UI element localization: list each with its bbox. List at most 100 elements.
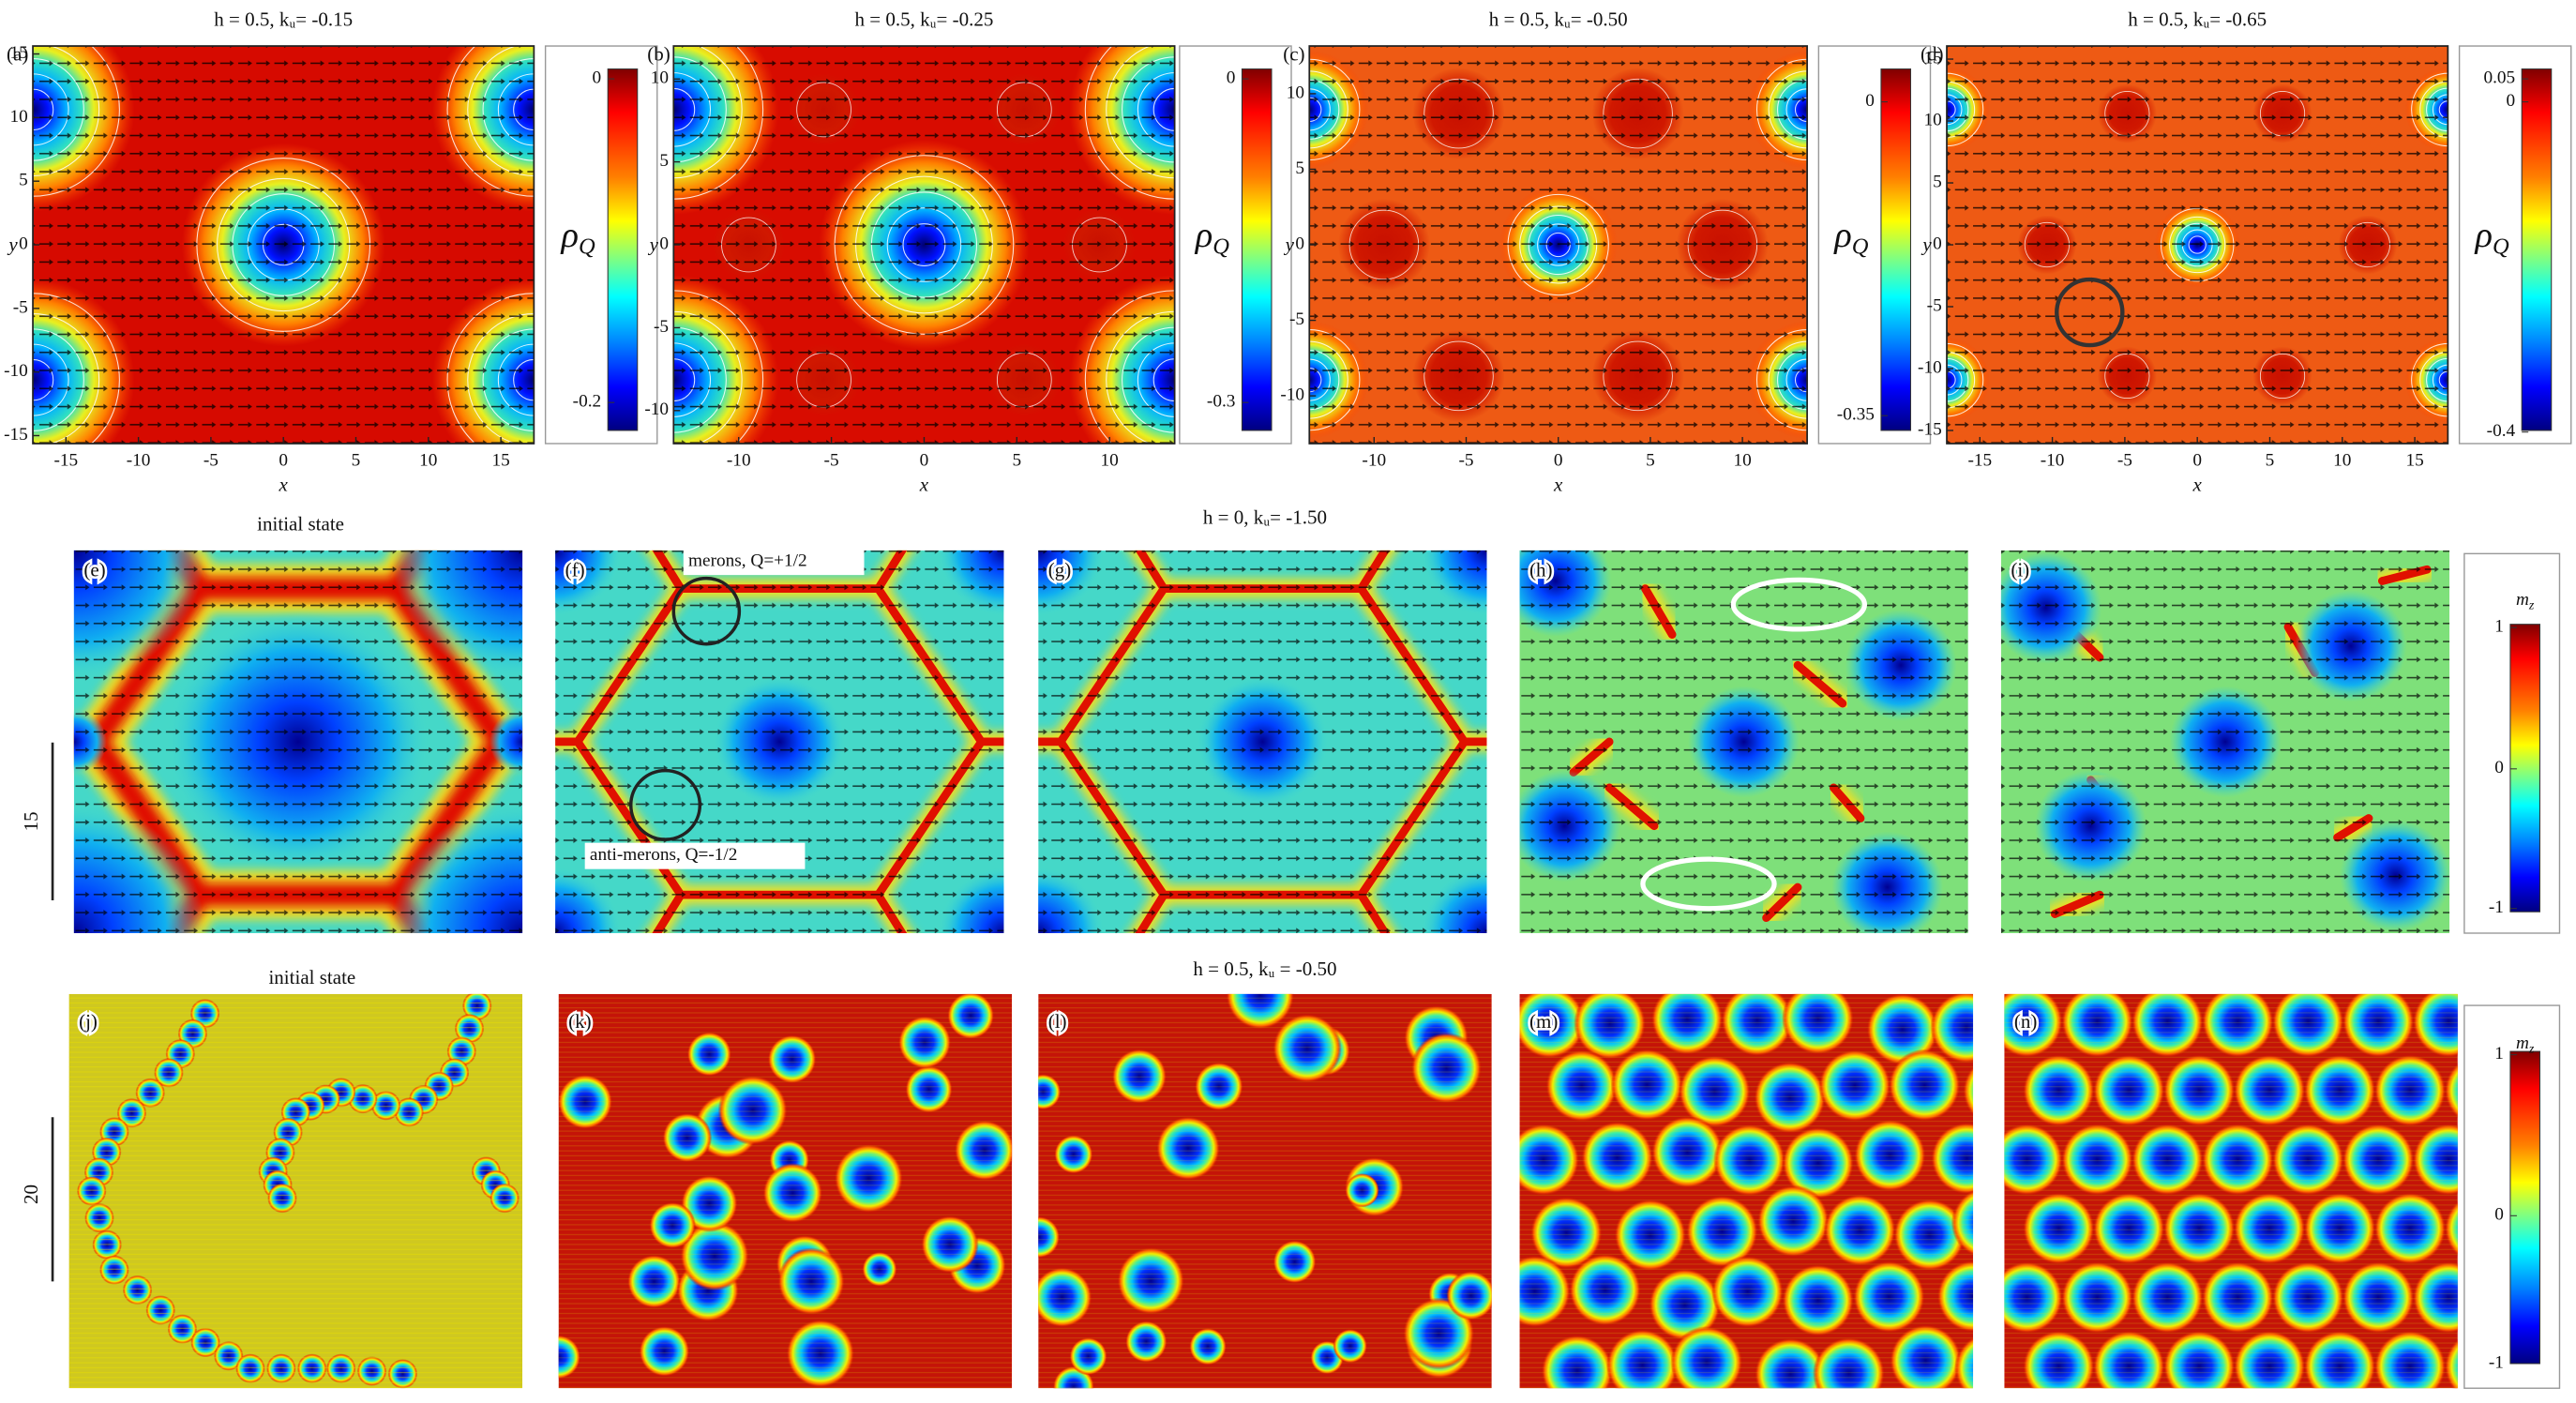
y-tick-label: -10: [4, 361, 28, 381]
x-tick-label: 0: [2192, 451, 2202, 471]
colorbar-tick-label: 0: [593, 68, 602, 88]
colorbar-label: ρQ: [1195, 216, 1230, 259]
highlight-circle: [2055, 277, 2125, 348]
x-tick-label: -10: [2041, 451, 2065, 471]
y-tick-label: 0: [19, 234, 28, 253]
y-tick-label: -10: [1280, 385, 1304, 405]
colorbar-subscript: Q: [1213, 234, 1229, 259]
x-tick-label: 0: [920, 451, 929, 471]
colorbar-symbol: ρ: [561, 216, 580, 255]
colorbar-tick-label: 1: [2494, 617, 2504, 637]
panel-label: (b): [647, 42, 670, 65]
x-tick-label: 10: [2333, 451, 2351, 471]
panel-label: (e): [83, 558, 105, 581]
panel-label: (f): [565, 558, 585, 581]
spin-arrows: [1947, 46, 2448, 444]
spin-arrows: [33, 46, 535, 444]
x-tick-label: -5: [203, 451, 218, 471]
colorbar-subscript: Q: [2493, 234, 2509, 259]
y-tick-label: 0: [1933, 234, 1942, 253]
anti-meron-marker: [628, 768, 702, 841]
panel-title: h = 0.5, kᵤ= -0.50: [1489, 8, 1628, 31]
y-axis-label: y: [1284, 234, 1295, 256]
x-tick-label: -15: [53, 451, 78, 471]
panel-label: (n): [2014, 1010, 2038, 1033]
x-tick-label: 5: [1646, 451, 1655, 471]
spin-arrows: [1038, 550, 1487, 933]
x-tick-label: 5: [2266, 451, 2275, 471]
panel: [73, 550, 523, 933]
y-tick-label: -15: [1918, 419, 1942, 439]
colorbar-tick-label: -0.2: [573, 392, 602, 412]
highlight-ellipse: [1640, 856, 1777, 912]
x-tick-label: 15: [2405, 451, 2423, 471]
spin-texture: [1038, 993, 1492, 1389]
y-tick-label: 10: [651, 68, 669, 88]
panel-label: (l): [1048, 1010, 1067, 1033]
panel-label: (a): [7, 42, 28, 65]
colorbar: [607, 68, 639, 431]
scale-label: 20: [20, 1184, 42, 1204]
colorbar-label: ρQ: [561, 216, 596, 259]
panel-title: h = 0.5, kᵤ= -0.25: [854, 8, 993, 31]
spin-arrows: [673, 46, 1175, 444]
y-tick-label: -10: [1918, 357, 1942, 377]
y-tick-label: -5: [1289, 309, 1304, 329]
y-tick-label: -5: [1927, 295, 1942, 315]
colorbar-tick-label: -0.3: [1207, 392, 1236, 412]
colorbar-tick-label: 0: [2507, 91, 2516, 111]
panel: [558, 993, 1013, 1389]
colorbar-tick-label: -0.4: [2487, 421, 2516, 441]
colorbar-tick-label: -1: [2489, 898, 2504, 917]
panel: [555, 550, 1004, 933]
spin-texture: [558, 993, 1013, 1389]
y-tick-label: 5: [19, 171, 28, 190]
colorbar: [2509, 624, 2540, 913]
colorbar-tick-label: 0: [1865, 91, 1875, 111]
spin-arrows: [1309, 46, 1808, 444]
y-tick-label: 5: [1295, 158, 1304, 178]
y-axis-label: y: [7, 234, 18, 256]
panel: [1309, 46, 1808, 444]
initial-label: initial state: [257, 512, 344, 535]
colorbar-frame: [2458, 45, 2572, 445]
annotation-box: [683, 549, 865, 576]
spin-arrows: [2000, 550, 2450, 933]
panel-label: (j): [79, 1010, 98, 1033]
panel: [1038, 550, 1487, 933]
y-tick-label: 5: [659, 151, 669, 171]
y-tick-label: 10: [10, 107, 28, 127]
colorbar-label: ρQ: [2475, 216, 2510, 259]
y-tick-label: 0: [659, 234, 669, 253]
panel-label: (i): [2011, 558, 2029, 581]
y-tick-label: -5: [13, 297, 28, 317]
y-axis-label: y: [1921, 234, 1932, 256]
panel: [68, 993, 523, 1389]
colorbar: [1241, 68, 1273, 431]
panel-label: (d): [1921, 42, 1944, 65]
y-tick-label: 15: [1923, 48, 1941, 68]
y-tick-label: -15: [4, 425, 28, 445]
y-tick-label: 5: [1933, 172, 1942, 191]
x-tick-label: 5: [1012, 451, 1021, 471]
colorbar-tick-label: 0: [2494, 758, 2504, 777]
x-tick-label: -10: [1362, 451, 1386, 471]
x-tick-label: 0: [1554, 451, 1563, 471]
colorbar-symbol: m: [2516, 591, 2529, 611]
panel: [1519, 993, 1974, 1389]
x-axis-label: x: [1553, 473, 1563, 495]
colorbar: [2521, 68, 2553, 431]
x-tick-label: 0: [279, 451, 288, 471]
y-tick-label: 10: [1923, 110, 1941, 129]
highlight-ellipse: [1730, 577, 1868, 632]
x-tick-label: -15: [1967, 451, 1992, 471]
panel-label: (k): [568, 1010, 592, 1033]
y-tick-label: -10: [644, 400, 669, 419]
panel: [2000, 550, 2450, 933]
panel-label: (m): [1529, 1010, 1558, 1033]
x-axis-label: x: [279, 473, 289, 495]
x-tick-label: -5: [2117, 451, 2132, 471]
panel-label: (c): [1283, 42, 1304, 65]
annotation: anti-merons, Q=-1/2: [590, 845, 737, 865]
annotation-box: [584, 842, 806, 869]
